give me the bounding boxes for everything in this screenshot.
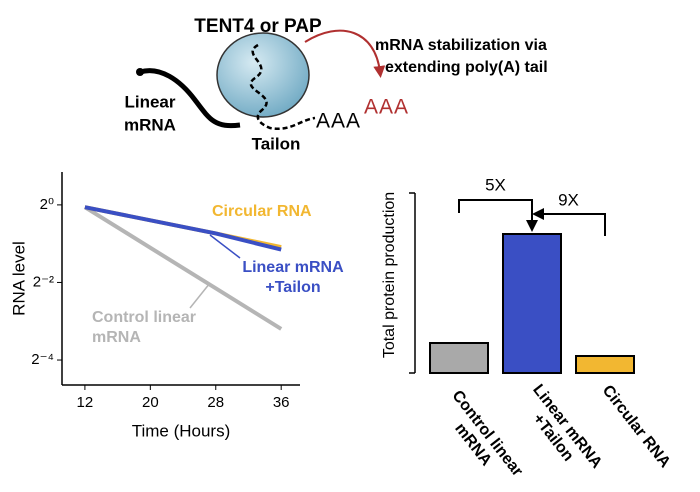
tail-a: AAA [316, 110, 361, 133]
tail-a-new: AAA [364, 96, 409, 119]
substrate-label: mRNA [124, 115, 176, 134]
enzyme-shape [216, 32, 310, 118]
series-label: Control linear mRNA [92, 309, 197, 346]
series-line [83, 205, 283, 331]
x-tick-label: 36 [273, 394, 290, 411]
y-tick-label: 2⁻⁴ [31, 351, 54, 368]
x-tick-label: 28 [207, 394, 224, 411]
series-label: Circular RNA [212, 203, 312, 220]
series-line [84, 205, 282, 252]
tailon-label: Tailon [252, 134, 301, 153]
y-tick-label: 2⁰ [40, 196, 54, 213]
pointer [209, 234, 241, 259]
fold-label: 9X [558, 190, 579, 209]
x-tick-label: 20 [142, 394, 159, 411]
mrna-cap [136, 68, 144, 76]
y-tick-label: 2⁻² [33, 273, 54, 290]
y-axis-label: Total protein production [381, 192, 398, 358]
bracket [532, 208, 606, 236]
fold-label: 5X [485, 175, 506, 194]
x-axis-label: Time (Hours) [132, 421, 231, 440]
series-label: Linear mRNA +Tailon [242, 259, 344, 296]
enzyme-label: TENT4 or PAP [194, 16, 322, 37]
mrna-strand [139, 68, 241, 129]
effect-label: extending poly(A) tail [385, 59, 548, 76]
pointer [189, 282, 211, 309]
bar [502, 233, 562, 374]
y-axis-label: RNA level [9, 241, 28, 316]
bar [575, 355, 635, 374]
tailon-strand [249, 43, 316, 131]
bracket [458, 199, 538, 232]
effect-label: mRNA stabilization via [375, 37, 547, 54]
arrow [304, 29, 386, 78]
x-tick-label: 12 [77, 394, 94, 411]
substrate-label: Linear [124, 92, 175, 111]
bar [429, 342, 489, 374]
